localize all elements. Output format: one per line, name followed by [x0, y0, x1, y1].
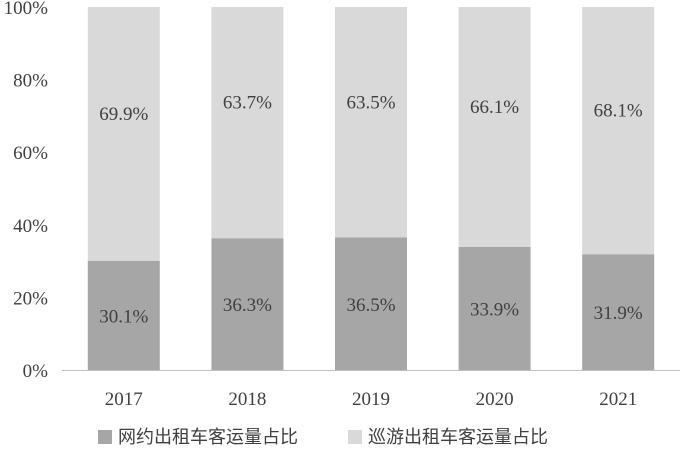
- bar-segment-2017-1: [87, 260, 160, 370]
- legend: 网约出租车客运量占比 巡游出租车客运量占比: [98, 427, 548, 448]
- data-label: 30.1%: [99, 306, 148, 327]
- bar-segment-2018-2: [211, 7, 284, 239]
- bar-segment-2020-2: [458, 7, 531, 247]
- y-tick-label: 100%: [4, 0, 49, 19]
- data-label: 31.9%: [594, 303, 643, 324]
- y-tick-label: 60%: [13, 143, 48, 164]
- bar-segment-2018-1: [211, 238, 284, 370]
- bar-segment-2021-2: [582, 7, 655, 255]
- y-tick-label: 80%: [13, 71, 48, 92]
- data-label: 63.7%: [223, 93, 272, 114]
- bars: [87, 7, 655, 370]
- legend-label: 网约出租车客运量占比: [118, 427, 298, 448]
- x-axis: 2017 2018 2019 2020 2021: [62, 370, 680, 410]
- y-tick-label: 40%: [13, 216, 48, 237]
- y-tick-label: 20%: [13, 288, 48, 309]
- legend-label: 巡游出租车客运量占比: [368, 427, 548, 448]
- x-tick-label: 2019: [352, 389, 390, 410]
- bar-segment-2019-2: [335, 7, 407, 238]
- data-label: 69.9%: [99, 104, 148, 125]
- data-labels: 30.1% 69.9% 36.3% 63.7% 36.5% 63.5% 33.9% 66.1%…: [99, 92, 643, 327]
- data-label: 68.1%: [594, 101, 643, 122]
- x-tick-label: 2018: [228, 389, 266, 410]
- data-label: 36.5%: [346, 295, 395, 316]
- data-label: 36.3%: [223, 295, 272, 316]
- legend-swatch: [98, 430, 112, 444]
- x-tick-label: 2020: [476, 389, 514, 410]
- data-label: 33.9%: [470, 299, 519, 320]
- y-axis: 0% 20% 40% 60% 80% 100%: [4, 0, 49, 382]
- bar-segment-2019-1: [335, 237, 407, 370]
- bar-segment-2020-1: [458, 246, 531, 370]
- y-tick-label: 0%: [23, 361, 49, 382]
- data-label: 63.5%: [346, 92, 395, 113]
- data-label: 66.1%: [470, 97, 519, 118]
- x-tick-label: 2017: [105, 389, 143, 410]
- legend-swatch: [348, 430, 362, 444]
- bar-segment-2017-2: [87, 7, 160, 261]
- x-tick-label: 2021: [599, 389, 637, 410]
- bar-segment-2021-1: [582, 254, 655, 370]
